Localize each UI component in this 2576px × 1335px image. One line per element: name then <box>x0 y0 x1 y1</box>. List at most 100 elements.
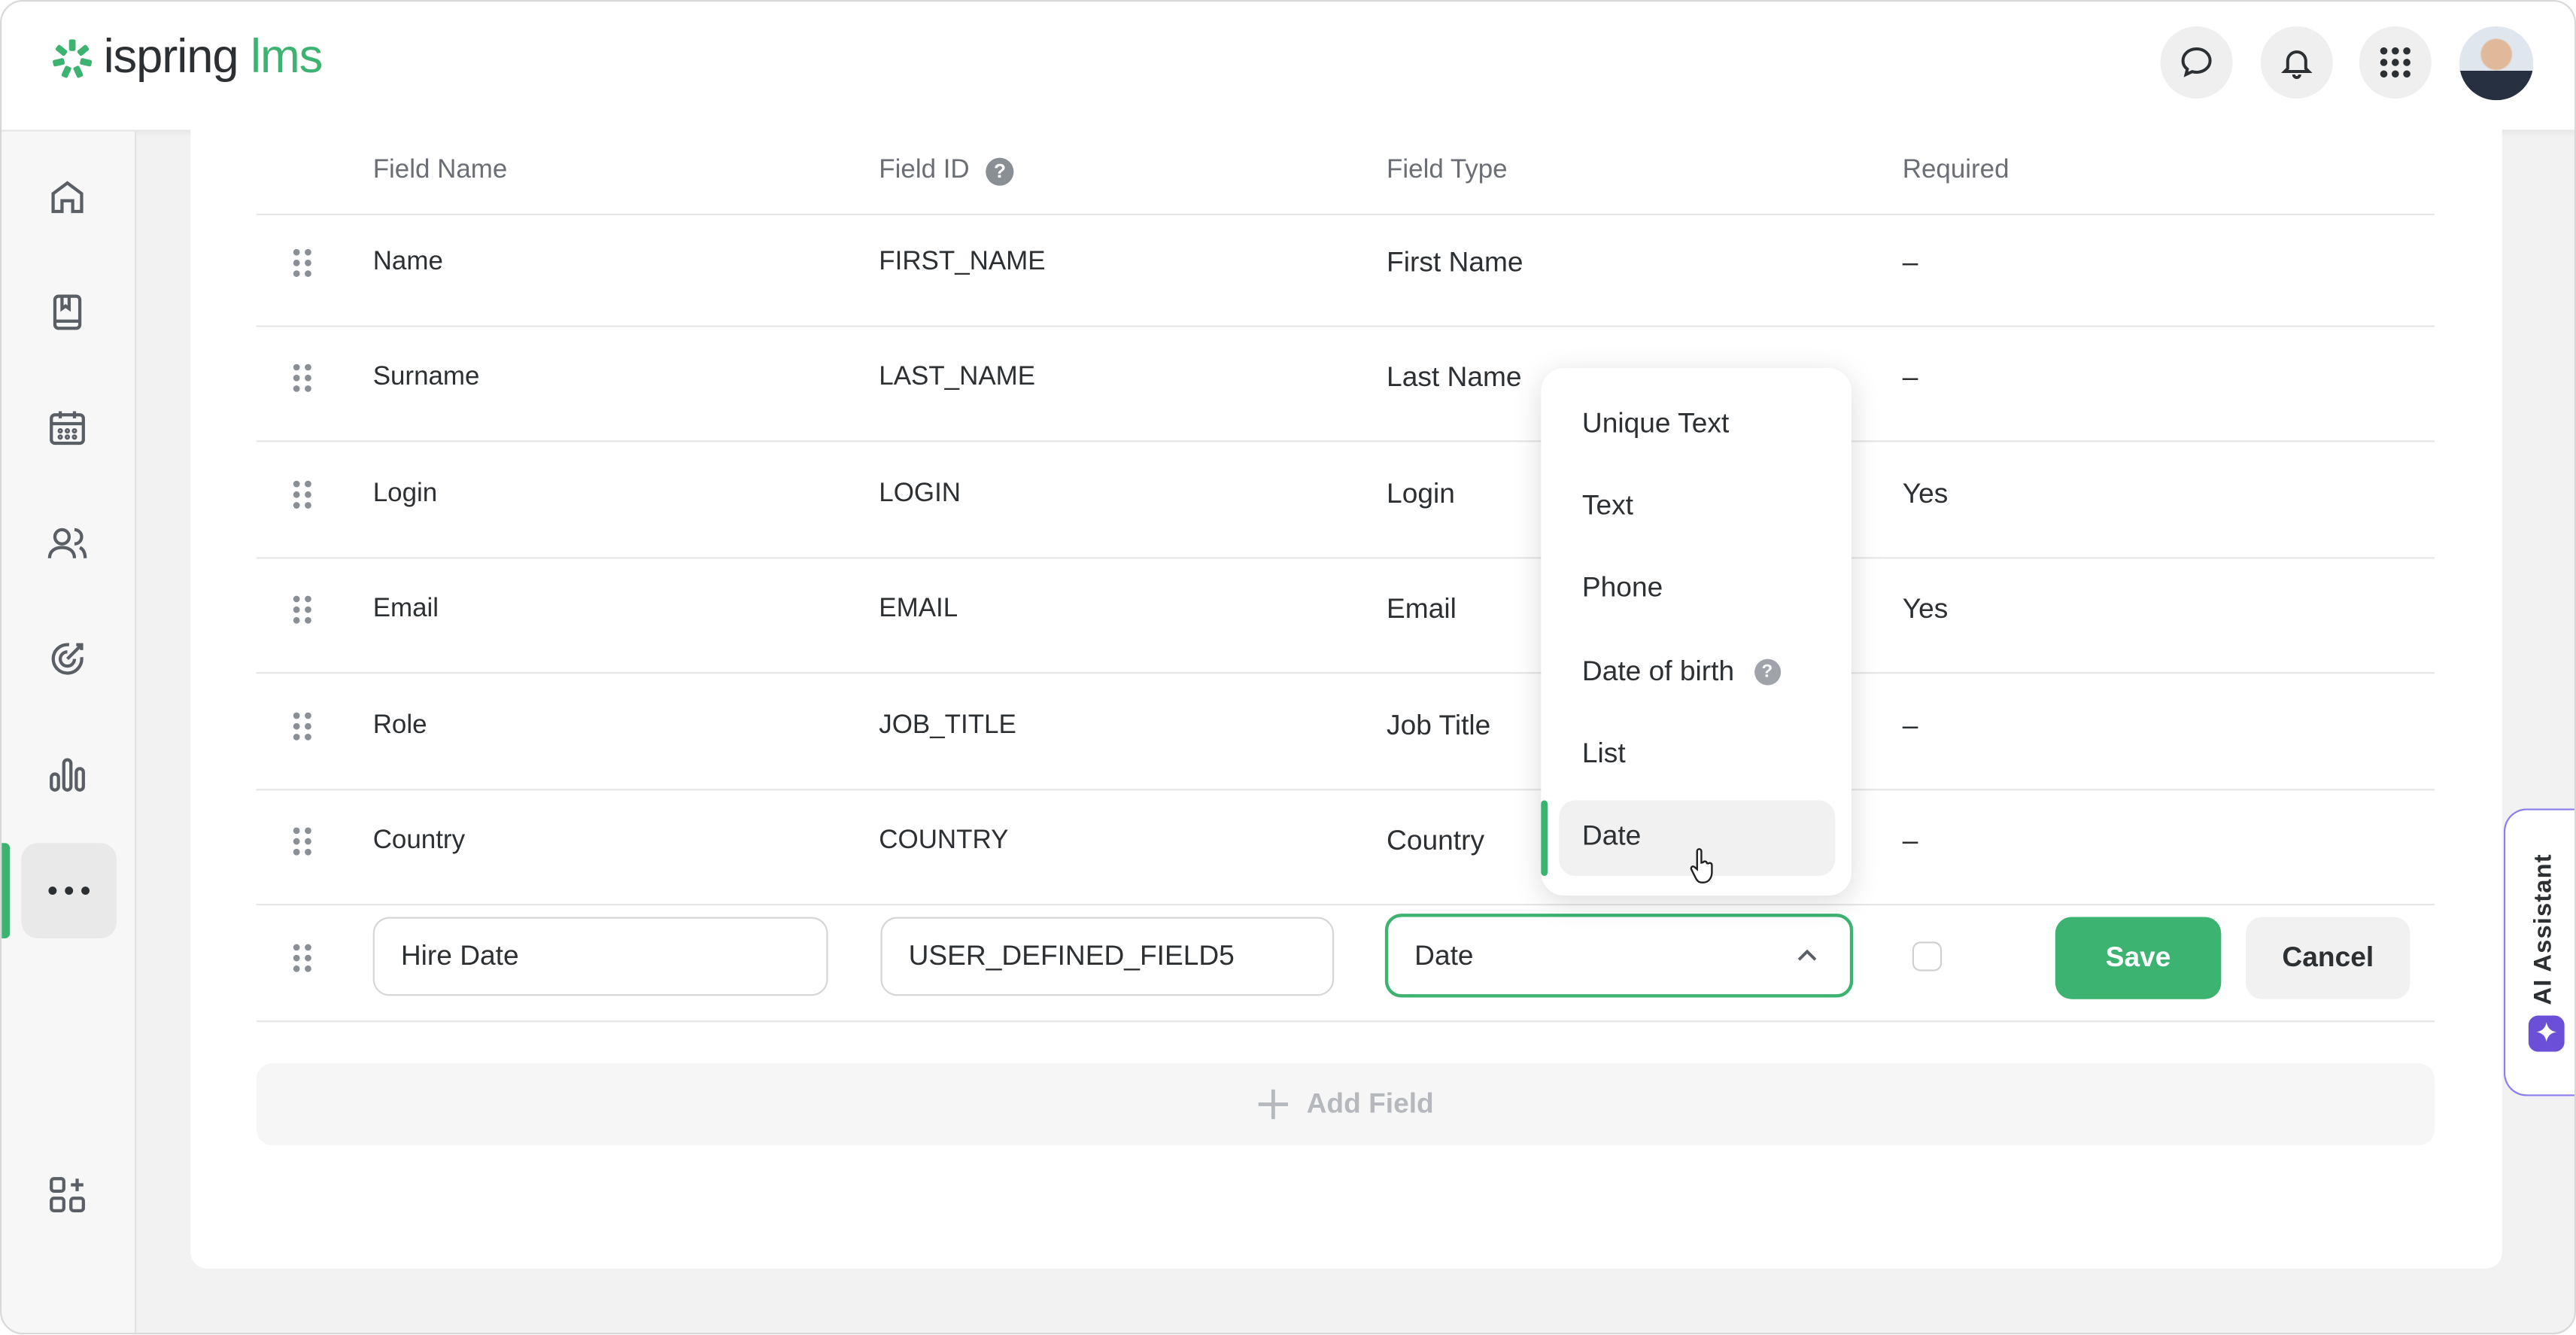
field-name-cell: Country <box>372 826 466 855</box>
required-cell: – <box>1902 246 1918 278</box>
required-cell: – <box>1902 825 1918 856</box>
field-name-cell: Surname <box>372 363 480 391</box>
field-name-cell: Name <box>372 248 443 276</box>
dropdown-option-date[interactable]: Date <box>1581 820 1642 852</box>
add-widget-icon <box>50 1177 85 1212</box>
field-id-cell: JOB_TITLE <box>879 711 1016 740</box>
drag-handle-icon[interactable] <box>293 943 312 972</box>
chart-icon <box>50 758 85 792</box>
logo[interactable]: ispring lms <box>103 31 324 85</box>
field-id-cell: FIRST_NAME <box>879 248 1046 276</box>
dropdown-option-phone[interactable]: Phone <box>1581 571 1663 604</box>
divider <box>256 325 2435 327</box>
sidebar <box>2 131 137 1333</box>
dropdown-option-date-of-birth-label: Date of birth <box>1581 655 1735 687</box>
field-type-cell: Login <box>1387 478 1455 509</box>
help-icon[interactable]: ? <box>986 157 1014 185</box>
column-header-required: Required <box>1902 156 2009 184</box>
field-type-cell: Last Name <box>1387 361 1522 393</box>
dropdown-option-list[interactable]: List <box>1581 737 1626 769</box>
required-checkbox[interactable] <box>1912 941 1943 972</box>
selected-indicator <box>1541 800 1548 876</box>
add-field-label: Add Field <box>1306 1087 1434 1120</box>
user-avatar[interactable] <box>2459 26 2534 101</box>
drag-handle-icon[interactable] <box>293 480 312 509</box>
column-header-field-name: Field Name <box>372 156 508 184</box>
field-name-cell: Email <box>372 595 439 623</box>
field-type-cell: Country <box>1387 825 1485 856</box>
divider <box>256 672 2435 674</box>
field-id-value: USER_DEFINED_FIELD5 <box>908 940 1235 972</box>
apps-grid-icon <box>2380 47 2410 78</box>
chat-icon <box>2181 47 2212 78</box>
field-name-input[interactable]: Hire Date <box>372 917 828 996</box>
field-id-input[interactable]: USER_DEFINED_FIELD5 <box>880 917 1335 996</box>
required-cell: – <box>1902 361 1918 393</box>
active-indicator <box>2 843 11 938</box>
sidebar-item-users[interactable] <box>35 511 100 576</box>
field-id-cell: COUNTRY <box>879 826 1009 855</box>
sparkle-icon <box>2528 1015 2565 1052</box>
divider <box>256 1020 2435 1023</box>
required-cell: Yes <box>1902 593 1949 625</box>
dropdown-option-date-of-birth[interactable]: Date of birth? <box>1581 655 1781 689</box>
chevron-up-icon <box>1797 949 1817 961</box>
field-type-select[interactable]: Date <box>1384 914 1854 998</box>
divider <box>256 789 2435 791</box>
required-cell: Yes <box>1902 478 1949 509</box>
target-icon <box>51 643 84 675</box>
book-icon <box>53 294 82 330</box>
divider <box>256 557 2435 559</box>
column-header-field-type: Field Type <box>1387 156 1508 184</box>
field-name-cell: Login <box>372 479 438 508</box>
drag-handle-icon[interactable] <box>293 363 312 393</box>
plus-icon <box>1259 1089 1289 1120</box>
field-name-value: Hire Date <box>400 940 519 972</box>
notifications-button[interactable] <box>2260 26 2333 99</box>
add-field-button[interactable]: Add Field <box>256 1063 2435 1146</box>
field-id-cell: LAST_NAME <box>879 363 1036 391</box>
more-icon <box>48 886 90 896</box>
sidebar-item-reports[interactable] <box>35 741 100 807</box>
field-type-cell: Job Title <box>1387 710 1491 741</box>
drag-handle-icon[interactable] <box>293 712 312 741</box>
divider <box>256 213 2435 216</box>
divider <box>256 904 2435 906</box>
sidebar-item-more[interactable] <box>21 843 117 938</box>
field-type-dropdown: Unique Text Text Phone Date of birth? Li… <box>1541 368 1852 896</box>
field-name-cell: Role <box>372 711 427 740</box>
dropdown-option-text[interactable]: Text <box>1581 489 1634 522</box>
apps-button[interactable] <box>2359 26 2432 99</box>
logo-accent-text: lms <box>251 31 323 84</box>
sidebar-item-add-widget[interactable] <box>35 1162 100 1227</box>
ispring-logo-icon <box>53 39 93 78</box>
help-icon[interactable]: ? <box>1754 658 1781 686</box>
ai-assistant-label: AI Assistant <box>2529 853 2557 1005</box>
dropdown-option-unique-text[interactable]: Unique Text <box>1581 407 1730 439</box>
calendar-icon <box>50 411 85 446</box>
save-button[interactable]: Save <box>2055 917 2222 999</box>
sidebar-item-courses[interactable] <box>35 279 100 345</box>
field-type-cell: Email <box>1387 593 1457 625</box>
cancel-button[interactable]: Cancel <box>2246 917 2410 999</box>
divider <box>256 440 2435 442</box>
drag-handle-icon[interactable] <box>293 248 312 278</box>
home-icon <box>51 181 84 214</box>
required-cell: – <box>1902 710 1918 741</box>
hand-cursor-icon <box>1690 848 1713 883</box>
drag-handle-icon[interactable] <box>293 826 312 856</box>
field-type-cell: First Name <box>1387 246 1523 278</box>
logo-main-text: ispring <box>103 31 239 84</box>
chat-button[interactable] <box>2160 26 2233 99</box>
ai-assistant-tab[interactable]: AI Assistant <box>2503 808 2574 1096</box>
bell-icon <box>2280 50 2313 79</box>
sidebar-item-home[interactable] <box>35 164 100 230</box>
column-header-field-id: Field ID? <box>879 156 1014 185</box>
column-header-field-id-label: Field ID <box>879 156 970 184</box>
users-icon <box>47 528 87 558</box>
field-id-cell: EMAIL <box>879 595 958 623</box>
drag-handle-icon[interactable] <box>293 595 312 624</box>
sidebar-item-calendar[interactable] <box>35 394 100 460</box>
sidebar-item-goals[interactable] <box>35 626 100 692</box>
